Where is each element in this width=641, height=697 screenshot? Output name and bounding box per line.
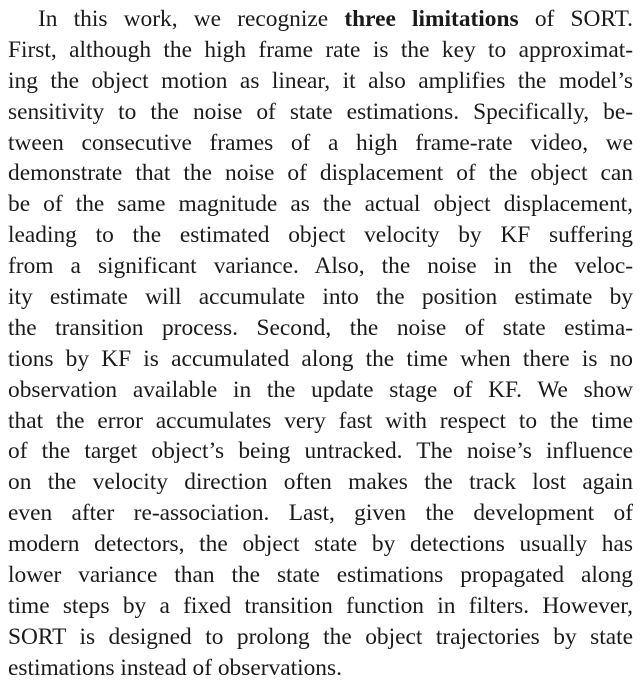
text-line-1: In this work, we recognize three limitat… — [8, 4, 633, 35]
text-line-20: time steps by a fixed transition functio… — [8, 592, 633, 619]
text-line-3: ing the object motion as linear, it also… — [8, 67, 633, 94]
text-line-14: that the error accumulates very fast wit… — [8, 407, 633, 434]
text-line-9: from a significant variance. Also, the n… — [8, 253, 633, 280]
text-line-8: leading to the estimated object velocity… — [8, 222, 633, 249]
bold-phrase: three limitations — [344, 6, 519, 32]
body-paragraph: In this work, we recognize three limitat… — [8, 4, 633, 684]
text-line-12: tions by KF is accumulated along the tim… — [8, 345, 633, 372]
text-line-13: observation available in the update stag… — [8, 376, 633, 403]
line-1-tail: of SORT. — [518, 6, 633, 32]
text-line-10: ity estimate will accumulate into the po… — [8, 284, 633, 311]
line-1-lead: In this work, we recognize — [38, 6, 345, 32]
text-line-2: First, although the high frame rate is t… — [8, 36, 633, 63]
text-line-19: lower variance than the state estimation… — [8, 562, 633, 589]
text-line-15: of the target object’s being untracked. … — [8, 438, 633, 465]
text-line-21: SORT is designed to prolong the object t… — [8, 623, 633, 650]
text-line-5: tween consecutive frames of a high frame… — [8, 129, 633, 156]
page: In this work, we recognize three limitat… — [8, 0, 633, 684]
text-line-7: be of the same magnitude as the actual o… — [8, 191, 633, 218]
text-line-22: estimations instead of observations. — [8, 654, 342, 681]
text-line-16: on the velocity direction often makes th… — [8, 469, 633, 496]
text-line-18: modern detectors, the object state by de… — [8, 531, 633, 558]
text-line-17: even after re-association. Last, given t… — [8, 500, 633, 527]
text-line-4: sensitivity to the noise of state estima… — [8, 98, 633, 125]
text-line-6: demonstrate that the noise of displaceme… — [8, 160, 633, 187]
text-line-11: the transition process. Second, the nois… — [8, 314, 633, 341]
